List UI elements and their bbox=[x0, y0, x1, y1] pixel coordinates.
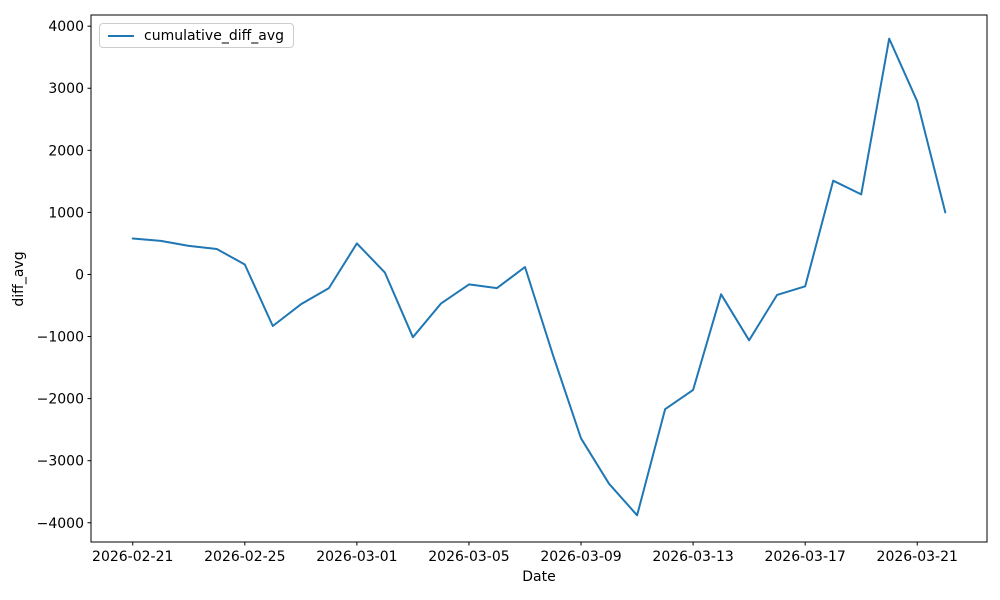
x-axis-tick-label: 2026-03-21 bbox=[877, 549, 958, 565]
y-axis-tick-label: 3000 bbox=[48, 81, 84, 97]
legend: cumulative_diff_avg bbox=[99, 23, 294, 48]
y-axis-tick-label: 1000 bbox=[48, 205, 84, 221]
x-axis-tick-label: 2026-03-17 bbox=[764, 549, 845, 565]
y-axis-tick-label: −1000 bbox=[37, 330, 84, 346]
series-line-cumulative_diff_avg bbox=[131, 37, 947, 517]
x-axis-label: Date bbox=[522, 569, 556, 585]
legend-line-sample bbox=[108, 34, 134, 37]
legend-label: cumulative_diff_avg bbox=[144, 27, 284, 44]
y-axis-tick-label: 0 bbox=[75, 267, 84, 283]
x-axis-tick-label: 2026-02-25 bbox=[204, 549, 285, 565]
x-axis-tick-label: 2026-03-01 bbox=[316, 549, 397, 565]
x-axis-tick-label: 2026-02-21 bbox=[92, 549, 173, 565]
x-axis-tick-label: 2026-03-09 bbox=[540, 549, 621, 565]
y-axis-label: diff_avg bbox=[11, 251, 27, 307]
x-axis-tick-label: 2026-03-05 bbox=[428, 549, 509, 565]
y-axis-tick-label: 4000 bbox=[48, 19, 84, 35]
y-axis-tick-label: −2000 bbox=[37, 392, 84, 408]
y-axis-tick-label: 2000 bbox=[48, 143, 84, 159]
y-axis-tick-label: −4000 bbox=[37, 516, 84, 532]
x-axis-tick-label: 2026-03-13 bbox=[652, 549, 733, 565]
y-axis-tick-label: −3000 bbox=[37, 454, 84, 470]
plot-area-border bbox=[90, 14, 988, 543]
